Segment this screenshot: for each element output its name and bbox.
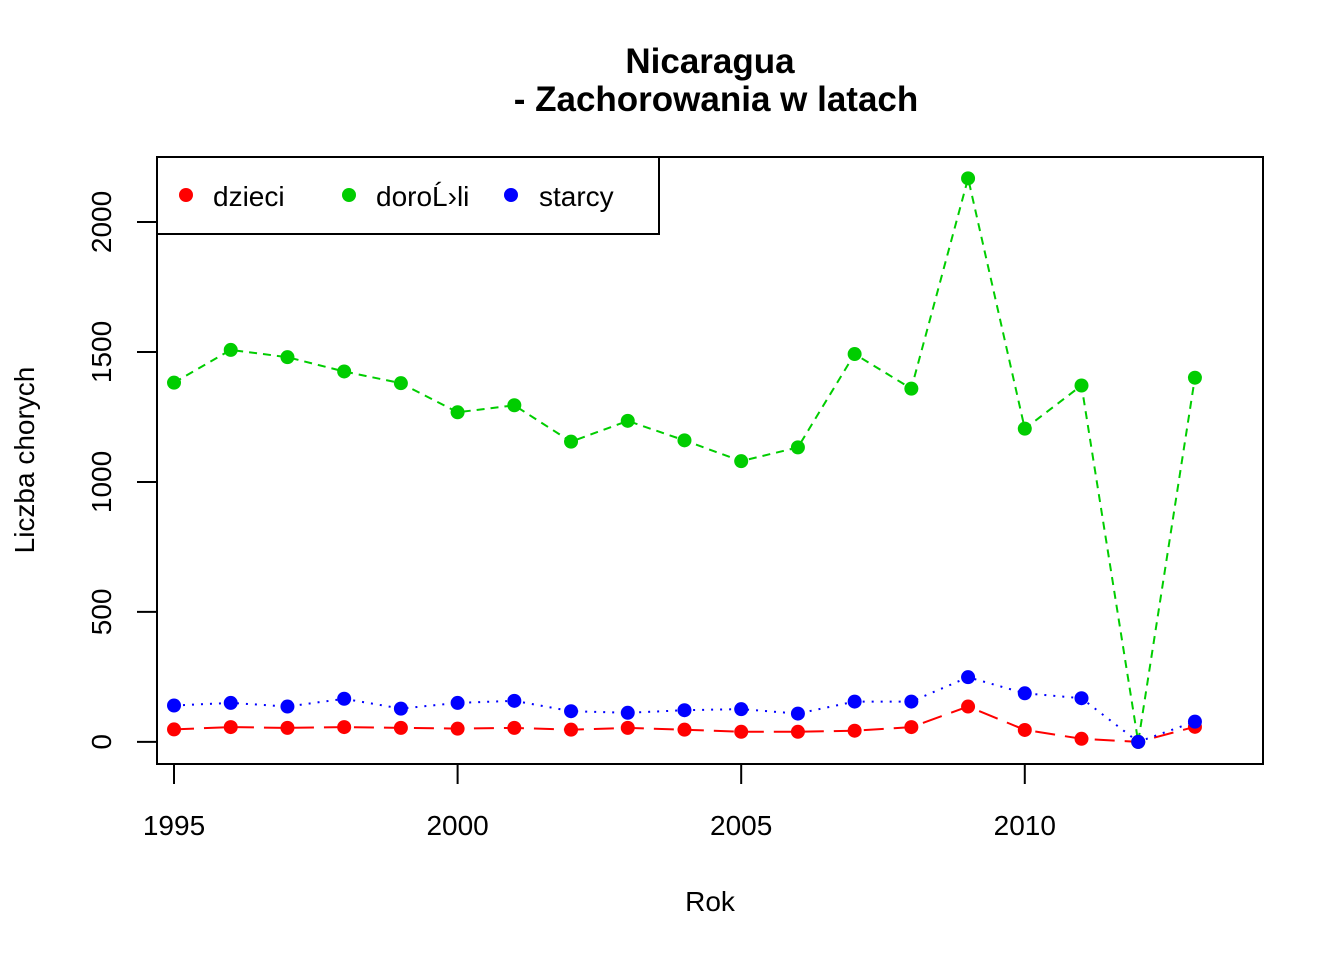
data-point-dorolli xyxy=(790,440,805,455)
x-tick-label: 2000 xyxy=(426,810,488,841)
data-point-dorolli xyxy=(450,405,465,420)
data-point-starcy xyxy=(337,691,352,706)
data-point-dzieci xyxy=(280,720,295,735)
series-layer xyxy=(167,171,1202,749)
data-point-dorolli xyxy=(393,376,408,391)
y-tick-label: 1000 xyxy=(86,451,117,513)
data-point-dorolli xyxy=(1187,370,1202,385)
data-point-starcy xyxy=(393,701,408,716)
x-tick-label: 2010 xyxy=(994,810,1056,841)
data-point-starcy xyxy=(450,695,465,710)
legend-label-dorosli: doroĹ›li xyxy=(376,181,469,212)
y-tick-label: 1500 xyxy=(86,321,117,383)
data-point-dzieci xyxy=(677,722,692,737)
data-point-dzieci xyxy=(1017,722,1032,737)
data-point-dorolli xyxy=(1017,421,1032,436)
legend: dzieci doroĹ›li starcy xyxy=(156,156,660,235)
data-point-dzieci xyxy=(904,720,919,735)
data-point-dorolli xyxy=(337,364,352,379)
data-point-dorolli xyxy=(734,454,749,469)
data-point-starcy xyxy=(564,704,579,719)
data-point-dzieci xyxy=(564,722,579,737)
data-point-starcy xyxy=(961,670,976,685)
data-point-starcy xyxy=(507,693,522,708)
series-line-dorolli xyxy=(173,178,1196,743)
x-tick-label: 2005 xyxy=(710,810,772,841)
y-axis-label: Liczba chorych xyxy=(9,367,40,554)
data-point-starcy xyxy=(280,699,295,714)
data-point-dorolli xyxy=(280,350,295,365)
data-point-dzieci xyxy=(337,720,352,735)
legend-swatch-dzieci xyxy=(179,188,193,202)
data-point-dorolli xyxy=(507,398,522,413)
data-point-dorolli xyxy=(620,413,635,428)
data-point-dorolli xyxy=(167,375,182,390)
data-point-dzieci xyxy=(847,723,862,738)
data-point-dzieci xyxy=(507,720,522,735)
data-point-starcy xyxy=(167,698,182,713)
data-point-dorolli xyxy=(904,381,919,396)
chart-title-line1: Nicaragua xyxy=(625,42,795,81)
plot-frame xyxy=(156,156,1264,765)
data-point-dorolli xyxy=(223,342,238,357)
data-point-dzieci xyxy=(393,720,408,735)
legend-swatch-starcy xyxy=(504,188,518,202)
data-point-dorolli xyxy=(677,433,692,448)
data-point-starcy xyxy=(1131,734,1146,749)
data-point-starcy xyxy=(790,706,805,721)
series-starcy xyxy=(167,670,1202,749)
data-point-starcy xyxy=(734,702,749,717)
data-point-starcy xyxy=(1017,686,1032,701)
data-point-starcy xyxy=(1074,691,1089,706)
data-point-dorolli xyxy=(847,347,862,362)
y-tick-label: 2000 xyxy=(86,191,117,253)
data-point-dzieci xyxy=(167,722,182,737)
series-dorolli xyxy=(167,171,1202,749)
data-point-starcy xyxy=(223,695,238,710)
data-point-dzieci xyxy=(450,721,465,736)
data-point-dzieci xyxy=(734,724,749,739)
data-point-starcy xyxy=(1187,714,1202,729)
data-point-starcy xyxy=(904,694,919,709)
data-point-dzieci xyxy=(790,724,805,739)
data-point-dzieci xyxy=(223,720,238,735)
y-tick-label: 0 xyxy=(86,734,117,750)
data-point-dzieci xyxy=(961,699,976,714)
data-point-dzieci xyxy=(620,720,635,735)
data-point-dorolli xyxy=(1074,378,1089,393)
x-axis-label: Rok xyxy=(685,886,736,917)
data-point-dorolli xyxy=(961,171,976,186)
data-point-dorolli xyxy=(564,434,579,449)
legend-box xyxy=(156,156,660,235)
legend-label-starcy: starcy xyxy=(539,181,614,212)
chart-title-line2: - Zachorowania w latach xyxy=(514,80,919,119)
series-dzieci xyxy=(167,699,1202,749)
x-tick-label: 1995 xyxy=(143,810,205,841)
y-axis: 0 500 1000 1500 2000 xyxy=(86,191,158,750)
y-tick-label: 500 xyxy=(86,589,117,636)
data-point-starcy xyxy=(620,705,635,720)
legend-swatch-dorosli xyxy=(342,188,356,202)
x-axis: 1995 2000 2005 2010 xyxy=(143,763,1056,841)
legend-label-dzieci: dzieci xyxy=(213,181,285,212)
data-point-starcy xyxy=(677,703,692,718)
data-point-starcy xyxy=(847,694,862,709)
data-point-dzieci xyxy=(1074,731,1089,746)
